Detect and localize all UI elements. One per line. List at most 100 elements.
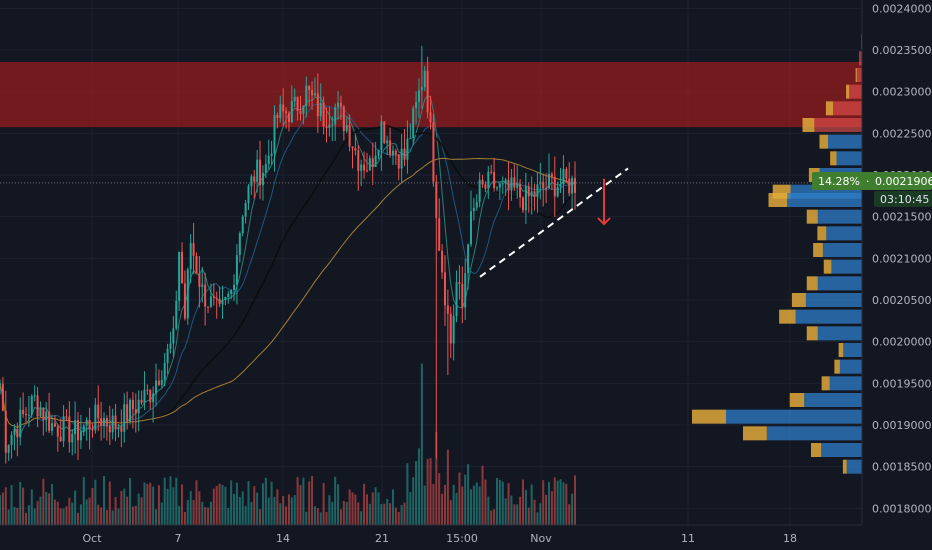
candle-body	[490, 171, 493, 173]
candle-body	[365, 170, 368, 172]
volume-bar	[345, 501, 348, 525]
candle-body	[68, 416, 71, 443]
volume-bar	[472, 485, 475, 525]
price-tick-label: 0.0021500	[872, 211, 932, 224]
volume-bar	[215, 486, 218, 525]
volume-bar	[169, 476, 172, 525]
volume-bar	[241, 491, 244, 525]
candle-body	[313, 93, 316, 96]
volume-bar	[391, 489, 394, 525]
candle-body	[406, 138, 409, 160]
candle-body	[51, 423, 54, 431]
volume-bar	[123, 488, 126, 525]
time-tick-label: 14	[276, 532, 290, 545]
volume-bar	[279, 503, 282, 525]
volume-bar	[82, 477, 85, 525]
candle-body	[334, 107, 337, 125]
volume-bar	[469, 489, 472, 525]
candle-body	[247, 186, 250, 204]
volume-profile-value-area	[806, 326, 818, 341]
volume-bar	[484, 479, 487, 525]
volume-profile-row	[787, 193, 862, 207]
volume-bar	[253, 486, 256, 525]
volume-profile-row	[766, 426, 862, 441]
candle-body	[264, 164, 267, 173]
volume-bar	[218, 483, 221, 525]
price-tick-label: 0.0018000	[872, 502, 932, 515]
volume-profile-value-area	[743, 426, 767, 441]
volume-bar	[426, 459, 429, 525]
volume-bar	[455, 493, 458, 525]
volume-bar	[521, 479, 524, 525]
volume-bar	[374, 487, 377, 525]
candle-body	[519, 184, 522, 198]
candle-body	[446, 305, 449, 314]
price-tick-label: 0.0020500	[872, 294, 932, 307]
volume-bar	[227, 507, 230, 525]
candle-body	[22, 409, 25, 415]
candle-body	[441, 250, 444, 273]
volume-bar	[126, 496, 129, 525]
candle-body	[123, 404, 126, 432]
trend-line[interactable]	[479, 167, 629, 278]
candle-body	[342, 106, 345, 132]
volume-bar	[423, 485, 426, 525]
candle-body	[354, 148, 357, 151]
volume-bar	[504, 498, 507, 525]
volume-bar	[290, 497, 293, 525]
candle-body	[227, 293, 230, 297]
volume-bar	[377, 492, 380, 525]
volume-bar	[105, 509, 108, 525]
candle-body	[498, 183, 501, 188]
candle-body	[74, 420, 77, 434]
volume-bar	[71, 502, 74, 525]
candle-body	[215, 297, 218, 299]
candle-body	[290, 101, 293, 123]
volume-bar	[261, 483, 264, 525]
volume-bar	[264, 477, 267, 525]
volume-bar	[51, 483, 54, 525]
volume-bar	[39, 496, 42, 525]
price-tick-label: 0.0023000	[872, 86, 932, 99]
volume-bar	[146, 483, 149, 525]
volume-profile-value-area	[830, 151, 837, 166]
volume-bar	[403, 502, 406, 525]
volume-bar	[536, 512, 539, 525]
candle-body	[452, 316, 455, 344]
candle-body	[253, 176, 256, 182]
volume-profile-row	[821, 443, 862, 457]
volume-bar	[365, 494, 368, 525]
volume-bar	[19, 481, 22, 525]
volume-bar	[250, 501, 253, 525]
volume-bar	[363, 483, 366, 525]
volume-bar	[282, 496, 285, 525]
candle-body	[137, 399, 140, 414]
candle-body	[235, 255, 238, 285]
candle-body	[62, 416, 65, 442]
candle-body	[495, 187, 498, 189]
time-tick-label: 15:00	[446, 532, 478, 545]
down-arrow[interactable]	[597, 178, 611, 226]
volume-profile-row	[831, 259, 862, 274]
candle-body	[302, 105, 305, 114]
candle-body	[88, 419, 91, 430]
volume-bar	[357, 502, 360, 525]
price-label-separator: ·	[866, 175, 870, 188]
candle-body	[360, 164, 363, 172]
volume-profile-value-area	[842, 459, 847, 474]
candle-body	[389, 140, 392, 156]
price-tick-label: 0.0023500	[872, 44, 932, 57]
candle-body	[409, 138, 412, 140]
candle-body	[45, 411, 48, 421]
volume-bar	[48, 493, 51, 525]
volume-bar	[117, 508, 120, 525]
candle-body	[348, 125, 351, 147]
candle-body	[282, 104, 285, 112]
volume-bar	[149, 482, 152, 525]
volume-profile-row	[795, 309, 862, 324]
candle-body	[412, 108, 415, 139]
candle-body	[120, 426, 123, 432]
time-axis[interactable]: Oct 7 14 21 15:00 Nov 11 18	[82, 532, 797, 545]
candle-body	[4, 410, 7, 453]
